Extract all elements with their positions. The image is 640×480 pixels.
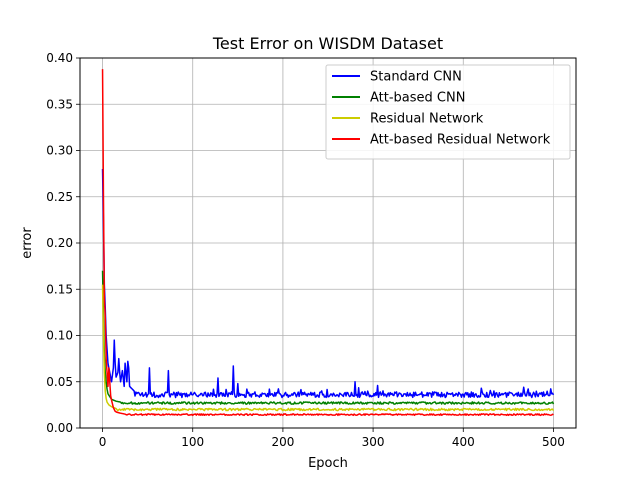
y-tick-label: 0.40 (46, 51, 73, 65)
x-tick-label: 100 (181, 435, 204, 449)
y-axis-label: error (20, 227, 35, 259)
series-line-2 (101, 270, 555, 405)
x-tick-label: 200 (271, 435, 294, 449)
y-tick-label: 0.05 (46, 375, 73, 389)
y-tick-label: 0.15 (46, 282, 73, 296)
y-tick-label: 0.25 (46, 190, 73, 204)
series-line-1 (101, 168, 555, 399)
x-tick-label: 0 (99, 435, 107, 449)
series-line-3 (101, 284, 555, 412)
legend-label: Att-based Residual Network (370, 133, 551, 148)
x-tick-label: 300 (362, 435, 385, 449)
legend-box (325, 64, 571, 160)
y-tick-label: 0.30 (46, 144, 73, 158)
axis-ticks: 0 100 200 300 400 500 0.00 0.05 0.10 0.15 0.20 0.25… (46, 51, 565, 449)
legend: Standard CNN Att-based CNN Residual Networ… (325, 64, 571, 160)
chart-title: Test Error on WISDM Dataset (212, 34, 443, 53)
x-tick-label: 500 (542, 435, 565, 449)
y-tick-label: 0.10 (46, 329, 73, 343)
y-tick-label: 0.20 (46, 236, 73, 250)
y-tick-label: 0.35 (46, 97, 73, 111)
legend-label: Standard CNN (370, 70, 462, 85)
y-tick-label: 0.00 (46, 421, 73, 435)
series-line-4 (101, 69, 554, 417)
series-group (101, 69, 555, 417)
x-axis-label: Epoch (308, 456, 348, 471)
x-tick-label: 400 (452, 435, 475, 449)
legend-label: Residual Network (370, 112, 484, 127)
legend-label: Att-based CNN (370, 91, 465, 106)
